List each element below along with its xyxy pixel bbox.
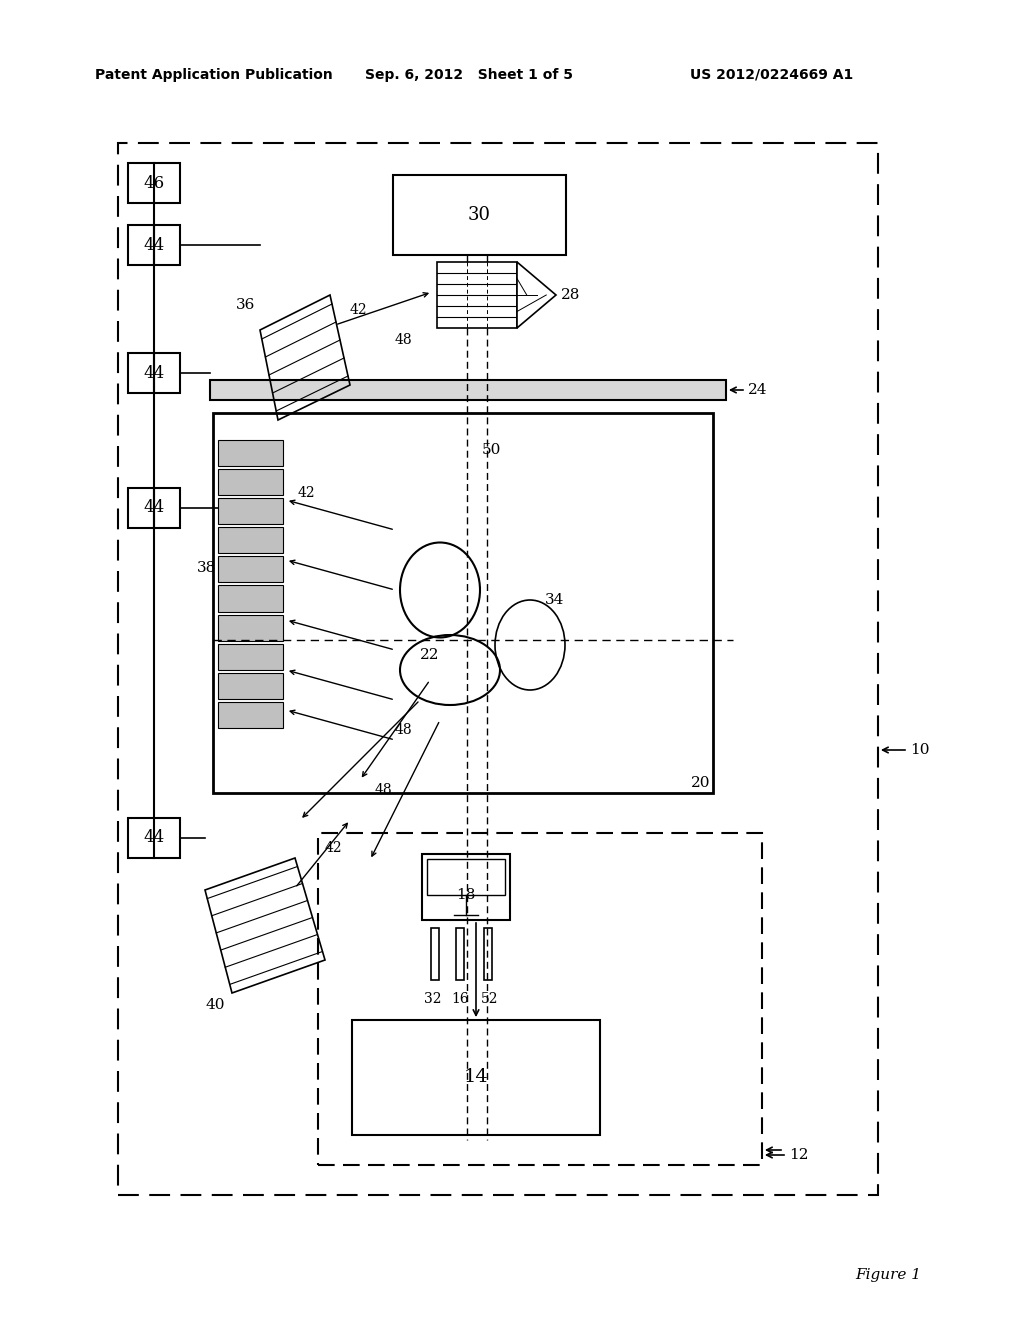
Bar [128, 162, 180, 203]
Bar [484, 928, 492, 979]
Text: 44: 44 [143, 829, 165, 846]
Bar [318, 833, 762, 1166]
Bar [128, 352, 180, 393]
Bar [128, 224, 180, 265]
Bar [218, 644, 283, 669]
Bar [218, 469, 283, 495]
Text: 46: 46 [143, 174, 165, 191]
Text: 42: 42 [298, 486, 315, 500]
Text: 16: 16 [452, 993, 469, 1006]
Bar [431, 928, 439, 979]
Text: 44: 44 [143, 236, 165, 253]
Text: 20: 20 [690, 776, 710, 789]
Text: 42: 42 [350, 304, 368, 317]
Text: 44: 44 [143, 499, 165, 516]
Text: 48: 48 [395, 723, 413, 737]
Text: 28: 28 [561, 288, 581, 302]
Bar [422, 854, 510, 920]
Bar [427, 859, 505, 895]
Text: 14: 14 [464, 1068, 488, 1086]
Bar [218, 498, 283, 524]
Bar [456, 928, 464, 979]
Bar [118, 143, 878, 1195]
Text: 30: 30 [468, 206, 490, 224]
Bar [352, 1020, 600, 1135]
Text: 48: 48 [375, 783, 392, 797]
Text: 44: 44 [143, 364, 165, 381]
Bar [393, 176, 566, 255]
Text: 12: 12 [790, 1148, 809, 1162]
Text: 10: 10 [910, 743, 930, 756]
Text: 24: 24 [748, 383, 768, 397]
Bar [218, 673, 283, 698]
Text: 50: 50 [482, 444, 502, 457]
Text: 42: 42 [325, 841, 343, 855]
Polygon shape [517, 261, 556, 327]
Text: Figure 1: Figure 1 [855, 1269, 921, 1282]
Text: 18: 18 [457, 888, 476, 902]
Text: 38: 38 [197, 561, 216, 576]
Text: 22: 22 [420, 648, 439, 663]
Text: 36: 36 [236, 298, 255, 312]
Text: US 2012/0224669 A1: US 2012/0224669 A1 [690, 69, 853, 82]
Bar [218, 586, 283, 611]
Bar [218, 615, 283, 640]
Text: 32: 32 [424, 993, 441, 1006]
Bar [218, 556, 283, 582]
Text: 48: 48 [395, 333, 413, 347]
Bar [218, 440, 283, 466]
Text: 52: 52 [481, 993, 499, 1006]
Bar [210, 380, 726, 400]
Bar [218, 702, 283, 727]
Bar [437, 261, 517, 327]
Text: Sep. 6, 2012   Sheet 1 of 5: Sep. 6, 2012 Sheet 1 of 5 [365, 69, 573, 82]
Text: Patent Application Publication: Patent Application Publication [95, 69, 333, 82]
Bar [218, 527, 283, 553]
Bar [128, 488, 180, 528]
Bar [128, 818, 180, 858]
Text: 40: 40 [205, 998, 224, 1012]
Text: 34: 34 [545, 593, 564, 607]
Bar [213, 413, 713, 793]
